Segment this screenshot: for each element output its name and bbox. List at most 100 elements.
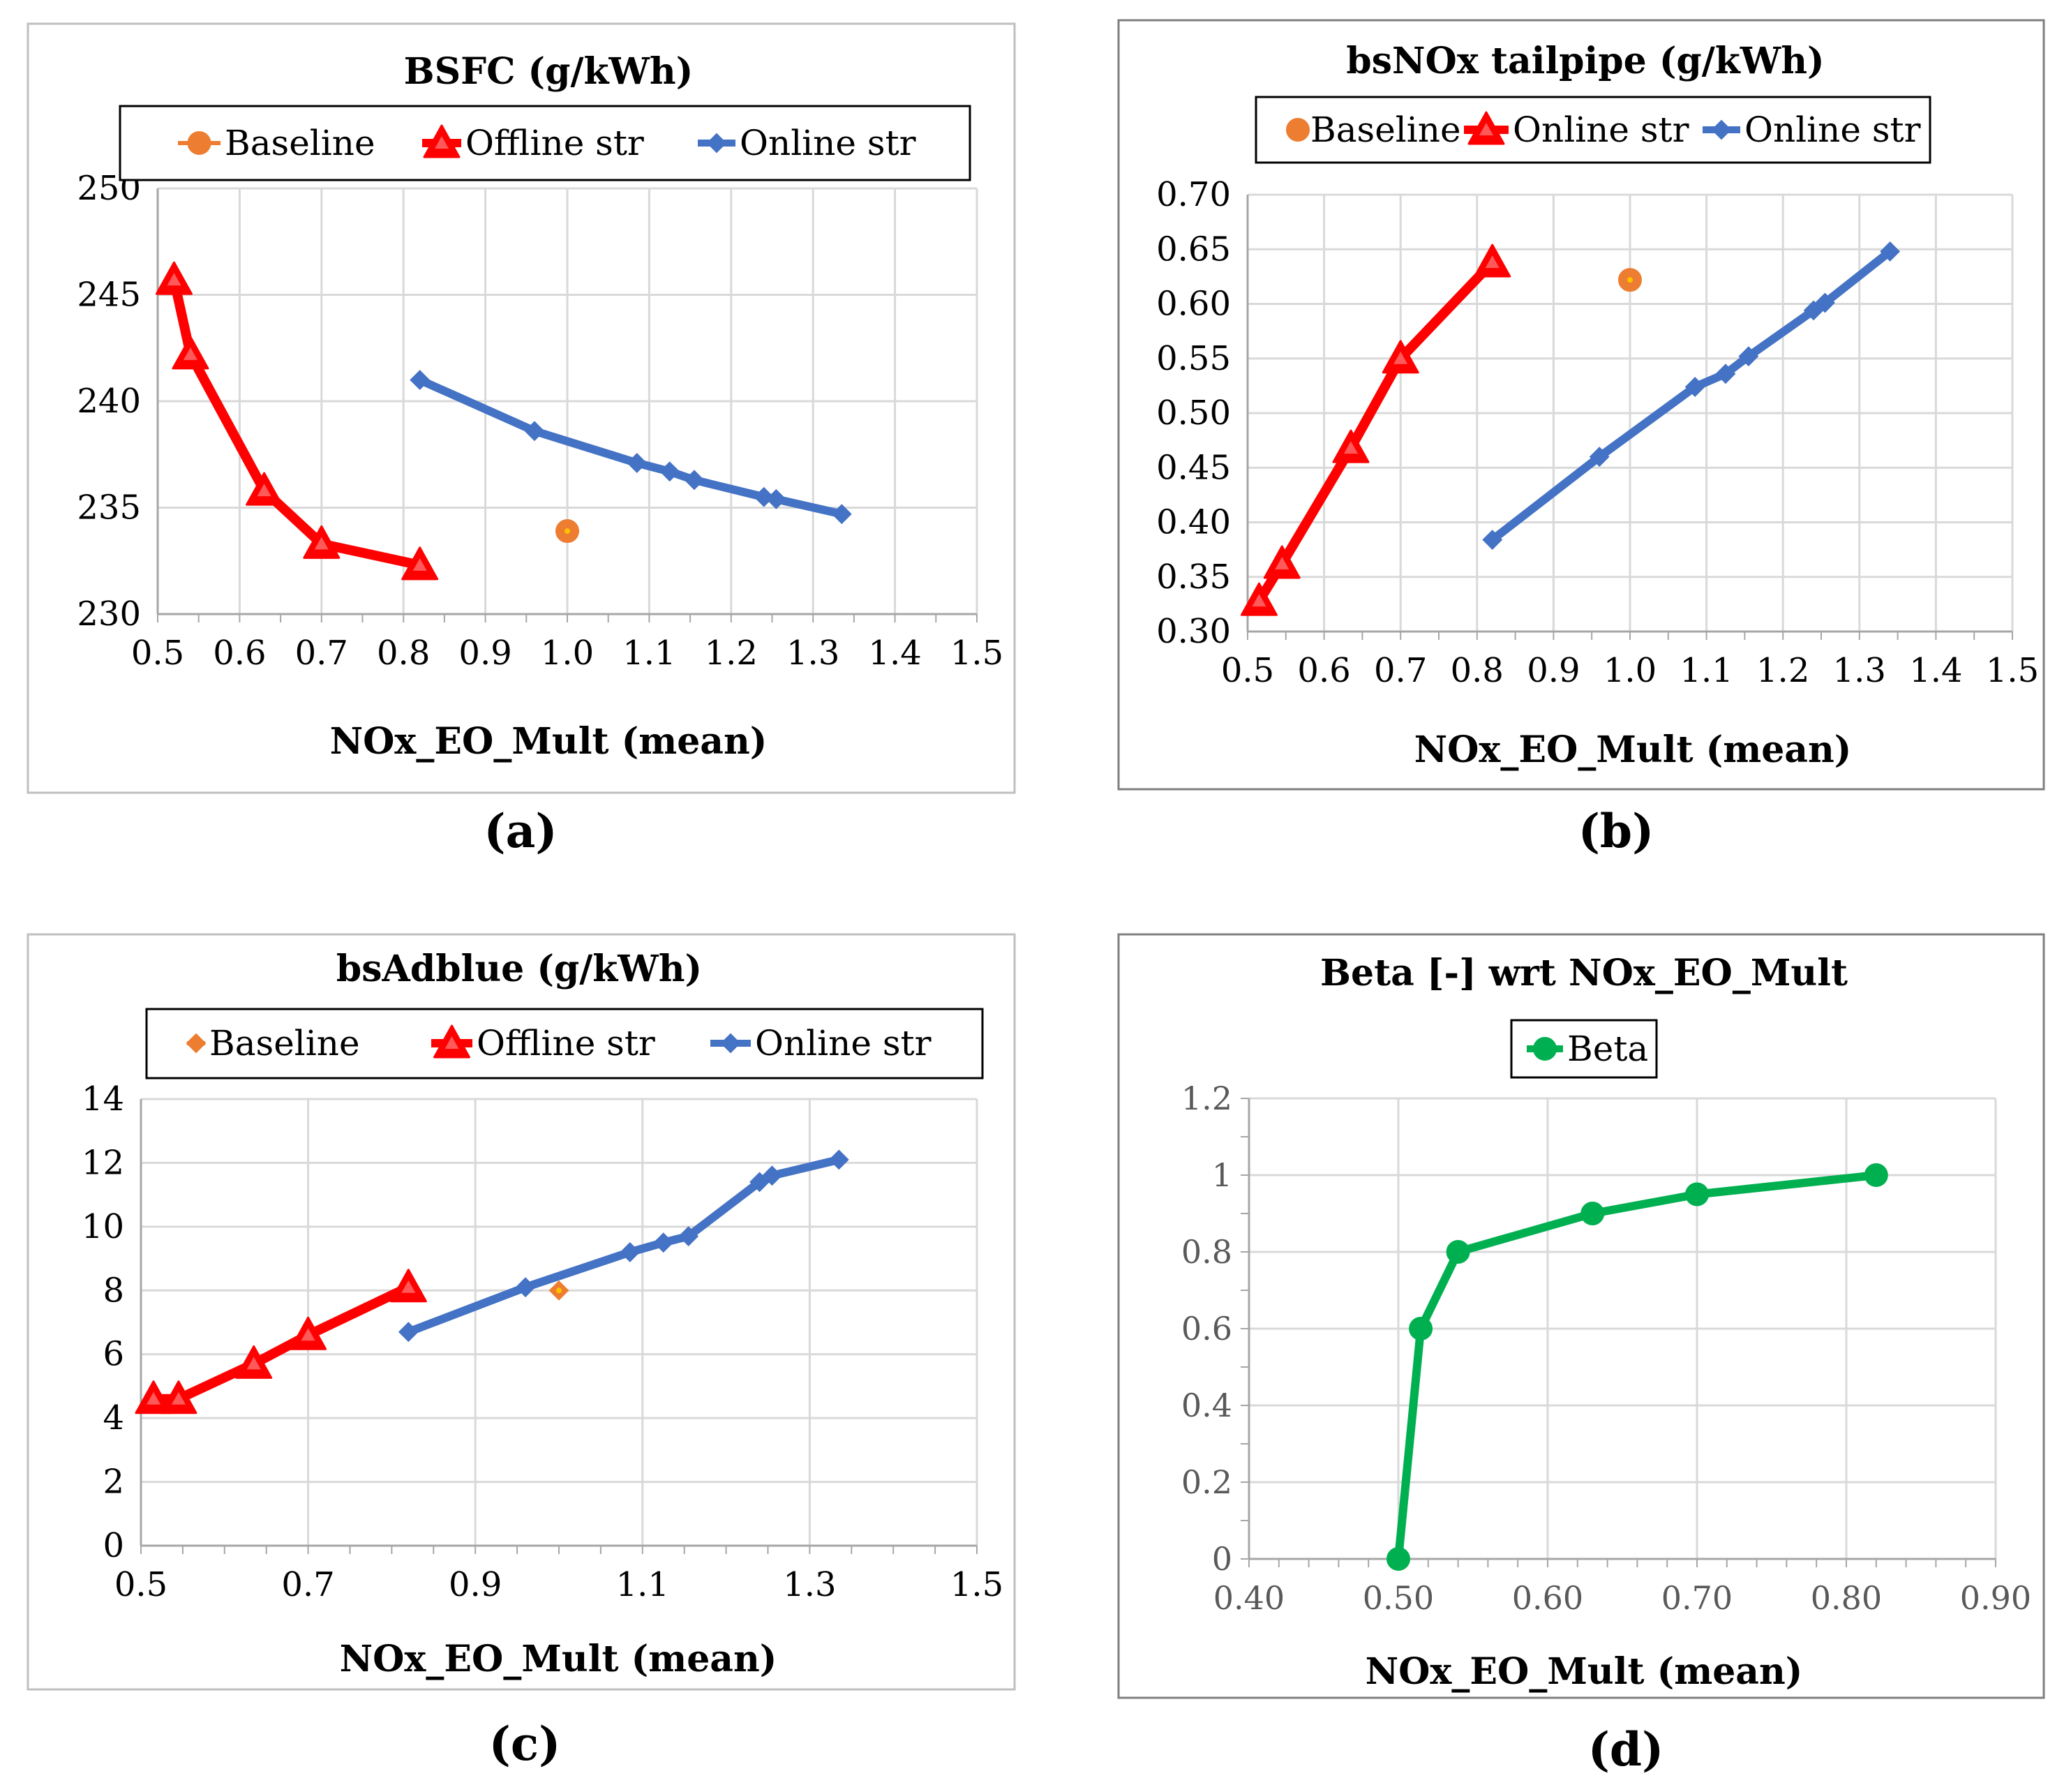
chart-2-y-tick-label: 8: [103, 1271, 124, 1310]
chart-2-x-tick-label: 1.3: [783, 1565, 836, 1604]
chart-3-title: Beta [-] wrt NOx_EO_Mult: [1320, 952, 1848, 994]
chart-0-x-tick-label: 1.2: [705, 634, 758, 673]
chart-1-legend-online-str-1-marker-highlight: [1479, 123, 1493, 135]
chart-1-x-tick-label: 1.5: [1986, 651, 2039, 690]
chart-2-series-offline-str-1-point: [290, 1316, 327, 1350]
chart-0-y-tick-label: 245: [77, 276, 141, 315]
chart-3-y-tick-label: 1.2: [1181, 1080, 1232, 1117]
chart-0-series-online-str-2-point: [627, 453, 648, 473]
chart-3-x-tick-label: 0.40: [1213, 1579, 1285, 1617]
chart-2-series-offline-str-1-point-highlight: [146, 1391, 160, 1405]
chart-0-x-tick-label: 1.5: [950, 634, 1003, 673]
chart-3-y-tick-label: 0.4: [1181, 1387, 1232, 1424]
chart-1-y-tick-label: 0.30: [1156, 612, 1231, 651]
chart-1-series-online-str-1-point-highlight: [1393, 351, 1408, 364]
chart-1-x-tick-label: 1.4: [1909, 651, 1962, 690]
chart-3-y-tick-label: 0.2: [1181, 1463, 1232, 1501]
chart-0-series-online-str-2-point: [765, 488, 786, 509]
chart-3-series-beta-0-line: [1394, 1171, 1881, 1563]
panel-label-a: (a): [484, 804, 557, 858]
chart-2-series-online-str-2-point: [653, 1232, 674, 1253]
chart-1-series-online-str-2-point: [1715, 364, 1736, 384]
chart-3-y-tick-label: 0.6: [1181, 1310, 1232, 1347]
chart-0-y-tick-label: 235: [77, 488, 141, 528]
chart-2-y-tick-label: 14: [82, 1080, 124, 1119]
chart-2-series-offline-str-1-point-highlight: [301, 1328, 315, 1341]
chart-0-x-axis-label: NOx_EO_Mult (mean): [330, 720, 768, 763]
chart-2-series-online-str-2-point: [515, 1277, 536, 1298]
chart-0-legend-box: [119, 105, 971, 181]
chart-2-y-tick-label: 12: [82, 1143, 124, 1182]
panel-label-b: (b): [1578, 804, 1654, 858]
chart-3-y-tick-label: 1: [1212, 1156, 1232, 1194]
panel-label-c: (c): [489, 1717, 561, 1771]
chart-0-legend-online-str-2-label: Online str: [740, 123, 916, 163]
chart-0-series-online-str-2-point: [410, 370, 431, 390]
chart-3-series-beta-0-point: [1864, 1163, 1888, 1187]
chart-2-series-offline-str-1-point-highlight: [171, 1391, 186, 1405]
chart-1-legend-baseline-0-label: Baseline: [1310, 110, 1461, 150]
chart-1-legend-online-str-1-label: Online str: [1513, 110, 1689, 150]
chart-0-series-offline-str-1-point: [172, 336, 209, 370]
chart-2-legend-baseline-0-label: Baseline: [209, 1023, 360, 1063]
chart-3-legend-beta-0-label: Beta: [1567, 1029, 1648, 1069]
chart-0-series-online-str-2-point: [659, 461, 680, 482]
chart-1-series-online-str-2-point: [1815, 292, 1835, 313]
chart-3-series-beta-0-point: [1386, 1547, 1410, 1571]
chart-3-series-beta-0-point: [1409, 1317, 1433, 1341]
chart-3-x-tick-label: 0.90: [1960, 1579, 2031, 1617]
chart-0-series-online-str-2-point: [684, 470, 705, 491]
chart-0-x-tick-label: 0.7: [295, 634, 348, 673]
chart-2-series-offline-str-1-point: [389, 1269, 427, 1303]
chart-0-x-tick-label: 1.4: [868, 634, 921, 673]
chart-2-series-online-str-2-point: [762, 1165, 782, 1186]
chart-1-x-tick-label: 0.9: [1527, 651, 1580, 690]
chart-bsnox-tailpipe: 0.5 0.6 0.7 0.8 0.9 1.0 1.1 1.2 1.3 1.4 1.5 0.30 0.3…: [1156, 40, 2039, 771]
chart-0-x-tick-label: 1.0: [541, 634, 594, 673]
chart-2-x-tick-label: 1.5: [950, 1565, 1003, 1604]
chart-2-series-offline-str-1-point-highlight: [246, 1357, 261, 1370]
chart-1-series-online-str-1-point: [1240, 582, 1278, 616]
chart-1-series-online-str-2-point: [1880, 241, 1901, 262]
chart-2-y-tick-label: 0: [103, 1526, 124, 1565]
chart-1-x-tick-label: 0.5: [1221, 651, 1274, 690]
chart-1-y-tick-label: 0.35: [1156, 558, 1231, 597]
chart-0-y-tick-label: 240: [77, 382, 141, 421]
chart-2-series-baseline-0-point-center: [556, 1287, 562, 1294]
chart-3-x-axis-label: NOx_EO_Mult (mean): [1366, 1650, 1803, 1693]
chart-1-series-online-str-1-point-highlight: [1485, 255, 1500, 269]
chart-1-x-tick-label: 0.7: [1374, 651, 1427, 690]
chart-2-x-tick-label: 0.7: [281, 1565, 334, 1604]
chart-1-series-baseline-0-point-center: [1627, 277, 1633, 283]
chart-0-series-offline-str-1-point: [401, 546, 439, 581]
chart-1-legend-online-str-2-label: Online str: [1744, 110, 1921, 150]
chart-2-series-offline-str-1-point: [160, 1380, 197, 1414]
chart-1-x-tick-label: 0.6: [1297, 651, 1350, 690]
chart-1-series-online-str-1-point-highlight: [1275, 556, 1289, 569]
chart-0-x-tick-label: 1.3: [786, 634, 839, 673]
chart-1-x-axis-label: NOx_EO_Mult (mean): [1414, 729, 1852, 771]
chart-2-series-offline-str-1-point: [135, 1380, 172, 1414]
chart-0-series-offline-str-1-point-highlight: [167, 273, 181, 286]
chart-0-series-baseline-0-point-center: [565, 528, 570, 535]
chart-bsadblue: 0.5 0.7 0.9 1.1 1.3 1.5 0 2 4 6 8 10 12 14 bsAdblue (g…: [82, 948, 1003, 1680]
chart-2-legend-online-str-2-marker: [720, 1033, 741, 1054]
chart-0-x-tick-label: 0.5: [131, 634, 184, 673]
chart-1-legend-online-str-1-marker: [1467, 111, 1505, 145]
chart-1-series-online-str-1-point: [1474, 244, 1511, 278]
chart-2-series-offline-str-1-point-highlight: [401, 1280, 416, 1293]
chart-3-legend-beta-0-marker: [1533, 1037, 1557, 1061]
chart-2-y-tick-label: 6: [103, 1335, 124, 1374]
chart-0-series-offline-str-1-point-highlight: [412, 558, 427, 571]
chart-2-y-tick-label: 2: [103, 1463, 124, 1502]
chart-0-series-online-str-2-point: [754, 486, 775, 507]
chart-1-y-tick-label: 0.55: [1156, 339, 1231, 378]
chart-1-x-tick-label: 0.8: [1451, 651, 1504, 690]
chart-2-title: bsAdblue (g/kWh): [336, 948, 702, 990]
chart-1-series-online-str-1-point-highlight: [1252, 594, 1266, 607]
chart-1-legend-box: [1255, 96, 1931, 164]
chart-3-x-tick-label: 0.70: [1661, 1579, 1733, 1617]
chart-3-x-tick-label: 0.60: [1512, 1579, 1583, 1617]
chart-0-x-tick-label: 0.9: [458, 634, 511, 673]
